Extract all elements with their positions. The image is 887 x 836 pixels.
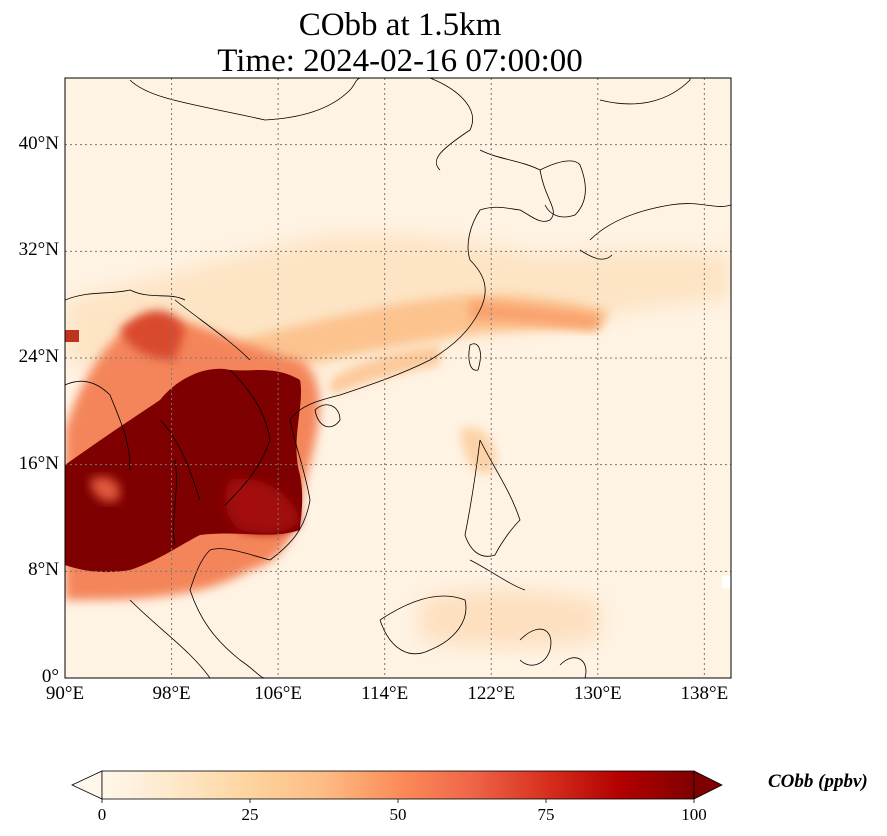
- borneo-coast: [379, 595, 467, 655]
- bohai-coast: [429, 78, 473, 171]
- new-guinea-coast: [559, 657, 587, 678]
- myanmar-north-hotspot: [120, 311, 185, 360]
- latitude-tick-label: 32°N: [18, 239, 59, 261]
- latitude-tick-label: 8°N: [28, 559, 59, 581]
- map-title-line1: CObb at 1.5km: [298, 7, 502, 43]
- latitude-tick-label: 40°N: [18, 132, 59, 154]
- colorbar-tick-label: 25: [241, 805, 259, 824]
- bay-gap: [90, 476, 120, 502]
- map-title-line2: Time: 2024-02-16 07:00:00: [217, 43, 583, 79]
- longitude-tick-label: 106°E: [254, 683, 302, 704]
- bangladesh-myanmar-coast: [65, 380, 131, 471]
- longitude-tick-label: 90°E: [45, 683, 85, 704]
- china-east-coast: [339, 149, 554, 396]
- colorbar-tick-label: 0: [97, 805, 107, 824]
- russia-coast: [599, 78, 691, 105]
- hainan: [314, 404, 341, 428]
- southern-plume: [420, 588, 600, 648]
- longitude-tick-label: 122°E: [467, 683, 516, 704]
- philippines-mindanao: [469, 559, 526, 591]
- map-frame: [64, 77, 732, 679]
- sumatra-coast: [129, 599, 211, 678]
- japan-honshu: [589, 203, 731, 241]
- missing-data-patch: [722, 576, 731, 588]
- taiwan: [468, 343, 481, 371]
- colorbar-tick-label: 75: [537, 805, 555, 824]
- philippines-luzon: [464, 439, 521, 557]
- china-myanmar-border: [174, 299, 251, 361]
- vietnam-coast: [269, 394, 341, 561]
- korea-coast: [539, 160, 586, 218]
- malay-coast: [189, 548, 271, 678]
- colorbar-tick-label: 50: [389, 805, 407, 824]
- latitude-tick-label: 0°: [41, 666, 59, 687]
- concentration-field: [65, 78, 731, 678]
- east-china-sea-band: [470, 300, 600, 330]
- gridlines: [65, 78, 731, 678]
- latitude-tick-label: 16°N: [18, 452, 59, 474]
- border-north: [65, 289, 186, 301]
- myanmar-thai-border: [159, 419, 201, 501]
- philippines-patch: [460, 427, 496, 474]
- andaman-coast: [173, 459, 177, 546]
- laos-thai-border: [224, 369, 271, 506]
- colorbar-tick-label: 100: [681, 805, 707, 824]
- colorbar-label: CObb (ppbv): [768, 771, 868, 792]
- colorbar-gradient: [101, 770, 695, 800]
- colorbar-extend-low: [71, 770, 103, 800]
- colorbar-ticks: [101, 799, 695, 803]
- coastlines: [65, 78, 731, 678]
- west-hotspot: [65, 330, 79, 342]
- mongolia-border: [129, 78, 361, 121]
- japan-kyushu: [579, 249, 613, 260]
- colorbar-extend-high: [693, 770, 723, 800]
- cambodia-hotspot: [225, 479, 300, 533]
- longitude-tick-label: 130°E: [573, 683, 622, 704]
- latitude-tick-label: 24°N: [18, 346, 59, 367]
- longitude-tick-label: 114°E: [361, 683, 409, 704]
- longitude-tick-label: 138°E: [680, 683, 729, 704]
- longitude-tick-label: 98°E: [152, 683, 191, 704]
